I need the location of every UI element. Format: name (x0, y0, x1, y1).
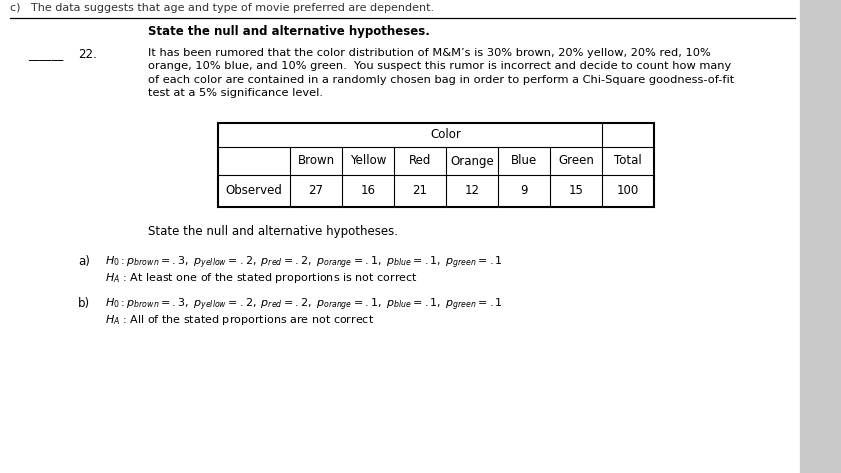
Text: Green: Green (558, 155, 594, 167)
Text: a): a) (78, 255, 90, 268)
Text: 12: 12 (464, 184, 479, 198)
Bar (800, 0, 841, 473)
Text: 27: 27 (309, 184, 324, 198)
Text: Blue: Blue (510, 155, 537, 167)
Text: Total: Total (614, 155, 642, 167)
Text: It has been rumored that the color distribution of M&M’s is 30% brown, 20% yello: It has been rumored that the color distr… (148, 48, 711, 58)
Text: ______: ______ (28, 48, 63, 61)
Text: $H_A$ : At least one of the stated proportions is not correct: $H_A$ : At least one of the stated propo… (105, 271, 418, 285)
Text: $H_0 : p_{\mathit{brown}} = .3,\; p_{\mathit{yellow}} = .2,\; p_{\mathit{red}} =: $H_0 : p_{\mathit{brown}} = .3,\; p_{\ma… (105, 297, 503, 314)
Text: 22.: 22. (78, 48, 97, 61)
Bar (218, 123, 654, 207)
Text: 15: 15 (569, 184, 584, 198)
Text: Red: Red (409, 155, 431, 167)
Text: test at a 5% significance level.: test at a 5% significance level. (148, 88, 323, 98)
Text: of each color are contained in a randomly chosen bag in order to perform a Chi-S: of each color are contained in a randoml… (148, 75, 734, 85)
Text: 21: 21 (412, 184, 427, 198)
Text: Brown: Brown (298, 155, 335, 167)
Text: Observed: Observed (225, 184, 283, 198)
Text: Yellow: Yellow (350, 155, 386, 167)
Text: 16: 16 (361, 184, 375, 198)
Text: State the null and alternative hypotheses.: State the null and alternative hypothese… (148, 25, 430, 38)
Text: b): b) (78, 297, 90, 310)
Text: orange, 10% blue, and 10% green.  You suspect this rumor is incorrect and decide: orange, 10% blue, and 10% green. You sus… (148, 61, 732, 71)
Text: 9: 9 (521, 184, 528, 198)
Text: c)   The data suggests that age and type of movie preferred are dependent.: c) The data suggests that age and type o… (10, 3, 434, 13)
Text: $H_A$ : All of the stated proportions are not correct: $H_A$ : All of the stated proportions ar… (105, 313, 374, 327)
Text: 100: 100 (617, 184, 639, 198)
Text: State the null and alternative hypotheses.: State the null and alternative hypothese… (148, 225, 398, 238)
Text: $H_0 : p_{\mathit{brown}} = .3,\; p_{\mathit{yellow}} = .2,\; p_{\mathit{red}} =: $H_0 : p_{\mathit{brown}} = .3,\; p_{\ma… (105, 255, 503, 272)
Text: Color: Color (431, 129, 462, 141)
Text: Orange: Orange (450, 155, 494, 167)
